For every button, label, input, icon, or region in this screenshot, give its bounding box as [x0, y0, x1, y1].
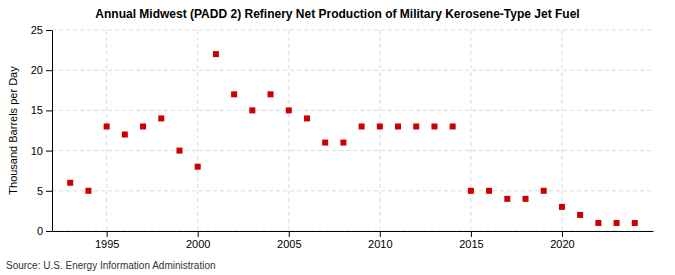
grid-line-x — [561, 30, 562, 231]
x-axis-tick-mark — [562, 231, 563, 237]
y-axis-tick-label: 25 — [31, 24, 43, 36]
y-axis-tick: 10 — [31, 145, 52, 157]
point — [377, 123, 383, 129]
x-axis-tick: 2015 — [459, 231, 483, 250]
y-axis-tick: 0 — [37, 225, 52, 237]
point — [176, 148, 182, 154]
y-axis-tick-label: 10 — [31, 145, 43, 157]
y-axis-tick-mark — [46, 191, 52, 192]
y-axis-tick: 15 — [31, 104, 52, 116]
grid-line-y — [52, 70, 653, 71]
point — [249, 107, 255, 113]
point — [468, 188, 474, 194]
y-axis-line — [52, 31, 53, 232]
x-axis-tick-label: 2000 — [186, 238, 210, 250]
y-axis-tick: 25 — [31, 24, 52, 36]
x-axis-tick: 2020 — [550, 231, 574, 250]
point — [595, 220, 601, 226]
point — [614, 220, 620, 226]
y-axis-tick-mark — [46, 151, 52, 152]
x-axis-tick: 2010 — [368, 231, 392, 250]
x-axis-tick-mark — [289, 231, 290, 237]
grid-line-x — [470, 30, 471, 231]
grid-line-y — [52, 30, 653, 31]
x-axis-line — [53, 231, 654, 232]
y-axis-tick-label: 15 — [31, 104, 43, 116]
x-axis-tick-label: 2010 — [368, 238, 392, 250]
y-axis-tick: 5 — [37, 185, 52, 197]
point — [504, 196, 510, 202]
grid-line-x — [288, 30, 289, 231]
point — [122, 132, 128, 138]
y-axis-tick-mark — [46, 70, 52, 71]
grid-line-x — [106, 30, 107, 231]
point — [268, 91, 274, 97]
point — [541, 188, 547, 194]
points — [67, 51, 638, 226]
point — [486, 188, 492, 194]
grid-line-y — [52, 110, 653, 111]
x-axis-tick-mark — [471, 231, 472, 237]
x-axis-tick: 2000 — [186, 231, 210, 250]
point — [395, 123, 401, 129]
point — [632, 220, 638, 226]
point — [322, 140, 328, 146]
point — [213, 51, 219, 57]
grid — [52, 30, 653, 231]
point — [286, 107, 292, 113]
y-axis-tick: 20 — [31, 64, 52, 76]
grid-line-x — [379, 30, 380, 231]
point — [104, 123, 110, 129]
y-axis-tick-label: 20 — [31, 64, 43, 76]
point — [523, 196, 529, 202]
point — [158, 115, 164, 121]
point — [413, 123, 419, 129]
y-axis-title: Thousand Barrels per Day — [7, 66, 19, 195]
y-axis-tick-label: 5 — [37, 185, 43, 197]
grid-line-y — [52, 150, 653, 151]
y-axis-tick-mark — [46, 30, 52, 31]
plot-area: 1995 2000 2005 2010 2015 2020 0 5 10 15 20 25 — [31, 24, 654, 250]
point — [67, 180, 73, 186]
x-axis-tick-label: 2020 — [550, 238, 574, 250]
point — [450, 123, 456, 129]
x-axis: 1995 2000 2005 2010 2015 2020 — [53, 231, 654, 250]
point — [195, 164, 201, 170]
x-axis-tick-label: 2015 — [459, 238, 483, 250]
x-axis-tick-mark — [198, 231, 199, 237]
x-axis-tick-mark — [380, 231, 381, 237]
point — [559, 204, 565, 210]
x-axis-tick: 2005 — [277, 231, 301, 250]
chart: 1995 2000 2005 2010 2015 2020 0 5 10 15 20 25 Thousa… — [0, 0, 675, 275]
point — [577, 212, 583, 218]
point — [140, 123, 146, 129]
title: Annual Midwest (PADD 2) Refinery Net Pro… — [95, 7, 579, 21]
grid-line-x — [197, 30, 198, 231]
point — [85, 188, 91, 194]
y-axis-tick-mark — [46, 110, 52, 111]
point — [359, 123, 365, 129]
x-axis-tick-mark — [107, 231, 108, 237]
x-axis-tick-label: 1995 — [95, 238, 119, 250]
point — [340, 140, 346, 146]
x-axis-tick: 1995 — [95, 231, 119, 250]
point — [231, 91, 237, 97]
y-axis-tick-mark — [46, 231, 52, 232]
x-axis-tick-label: 2005 — [277, 238, 301, 250]
grid-line-y — [52, 190, 653, 191]
point — [304, 115, 310, 121]
source: Source: U.S. Energy Information Administ… — [6, 260, 216, 271]
point — [431, 123, 437, 129]
y-axis: 0 5 10 15 20 25 — [31, 24, 53, 237]
y-axis-tick-label: 0 — [37, 225, 43, 237]
